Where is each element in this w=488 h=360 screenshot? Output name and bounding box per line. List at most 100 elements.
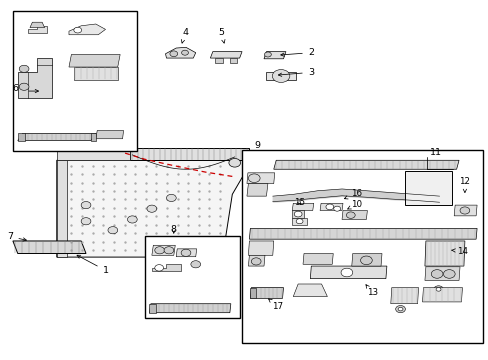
Circle shape bbox=[155, 247, 164, 254]
Circle shape bbox=[190, 261, 200, 268]
Polygon shape bbox=[249, 228, 476, 239]
Polygon shape bbox=[130, 148, 249, 160]
Circle shape bbox=[81, 218, 91, 225]
Polygon shape bbox=[152, 245, 175, 255]
Polygon shape bbox=[215, 58, 222, 63]
Text: 7: 7 bbox=[7, 232, 26, 241]
Polygon shape bbox=[152, 264, 181, 271]
Polygon shape bbox=[250, 288, 256, 298]
Text: 12: 12 bbox=[458, 177, 469, 193]
Polygon shape bbox=[292, 203, 313, 211]
Circle shape bbox=[296, 219, 303, 224]
Polygon shape bbox=[210, 51, 242, 58]
Polygon shape bbox=[293, 284, 327, 297]
Text: 15: 15 bbox=[293, 198, 304, 207]
Circle shape bbox=[81, 202, 91, 209]
Polygon shape bbox=[250, 288, 283, 298]
Polygon shape bbox=[13, 241, 86, 253]
Polygon shape bbox=[248, 255, 264, 266]
Circle shape bbox=[395, 306, 405, 313]
Polygon shape bbox=[74, 67, 118, 80]
Circle shape bbox=[108, 226, 118, 234]
Bar bbox=[144, 235, 239, 318]
Circle shape bbox=[19, 83, 29, 90]
Circle shape bbox=[147, 205, 157, 212]
Circle shape bbox=[228, 158, 240, 167]
Polygon shape bbox=[57, 160, 66, 257]
Polygon shape bbox=[69, 54, 120, 67]
Circle shape bbox=[435, 288, 440, 291]
Circle shape bbox=[166, 194, 176, 202]
Circle shape bbox=[397, 307, 402, 311]
Circle shape bbox=[155, 265, 163, 271]
Circle shape bbox=[340, 268, 352, 277]
Circle shape bbox=[181, 249, 190, 256]
Circle shape bbox=[74, 27, 81, 33]
Polygon shape bbox=[351, 253, 381, 266]
Polygon shape bbox=[292, 211, 304, 218]
Circle shape bbox=[325, 204, 333, 210]
Circle shape bbox=[333, 206, 340, 211]
Circle shape bbox=[127, 216, 137, 223]
Polygon shape bbox=[303, 253, 332, 264]
Polygon shape bbox=[57, 160, 246, 257]
Polygon shape bbox=[292, 218, 306, 225]
Circle shape bbox=[294, 211, 302, 217]
Polygon shape bbox=[27, 26, 47, 33]
Text: 8: 8 bbox=[170, 225, 177, 234]
Polygon shape bbox=[453, 205, 476, 216]
Text: 2: 2 bbox=[280, 48, 313, 57]
Polygon shape bbox=[422, 288, 462, 302]
Polygon shape bbox=[57, 146, 130, 160]
Circle shape bbox=[19, 65, 29, 72]
Circle shape bbox=[346, 212, 354, 219]
Text: 11: 11 bbox=[429, 148, 441, 157]
Bar bbox=[242, 149, 483, 343]
Polygon shape bbox=[264, 51, 285, 59]
Circle shape bbox=[248, 174, 260, 183]
Circle shape bbox=[272, 69, 289, 82]
Text: 9: 9 bbox=[254, 141, 260, 150]
Circle shape bbox=[163, 247, 173, 254]
Polygon shape bbox=[149, 304, 156, 313]
Polygon shape bbox=[266, 72, 295, 80]
Polygon shape bbox=[69, 24, 105, 35]
Circle shape bbox=[430, 270, 442, 278]
Polygon shape bbox=[96, 131, 123, 139]
Polygon shape bbox=[424, 267, 459, 280]
Circle shape bbox=[459, 207, 469, 214]
Circle shape bbox=[443, 270, 454, 278]
Polygon shape bbox=[30, 22, 44, 28]
Polygon shape bbox=[149, 304, 230, 313]
Polygon shape bbox=[310, 266, 386, 279]
Text: 16: 16 bbox=[344, 189, 362, 199]
Polygon shape bbox=[165, 47, 195, 58]
Text: 6: 6 bbox=[12, 84, 18, 93]
Polygon shape bbox=[273, 160, 458, 169]
Polygon shape bbox=[424, 241, 464, 266]
Text: 1: 1 bbox=[77, 255, 108, 275]
Polygon shape bbox=[91, 134, 96, 140]
Text: 10: 10 bbox=[347, 200, 362, 209]
Circle shape bbox=[251, 258, 261, 265]
Text: 14: 14 bbox=[450, 247, 467, 256]
Polygon shape bbox=[18, 58, 52, 98]
Polygon shape bbox=[176, 249, 196, 257]
Polygon shape bbox=[18, 134, 96, 140]
Text: 5: 5 bbox=[218, 28, 224, 43]
Circle shape bbox=[433, 286, 443, 293]
Polygon shape bbox=[248, 241, 273, 255]
Bar bbox=[405, 171, 451, 205]
Text: 4: 4 bbox=[181, 28, 187, 43]
Polygon shape bbox=[18, 134, 25, 140]
Text: 3: 3 bbox=[278, 68, 313, 77]
Text: 17: 17 bbox=[268, 299, 283, 311]
Circle shape bbox=[169, 51, 177, 57]
Text: 13: 13 bbox=[365, 285, 377, 297]
Polygon shape bbox=[320, 203, 342, 211]
Bar bbox=[13, 12, 137, 151]
Polygon shape bbox=[246, 184, 267, 196]
Polygon shape bbox=[390, 288, 418, 304]
Polygon shape bbox=[229, 58, 237, 63]
Circle shape bbox=[360, 256, 371, 265]
